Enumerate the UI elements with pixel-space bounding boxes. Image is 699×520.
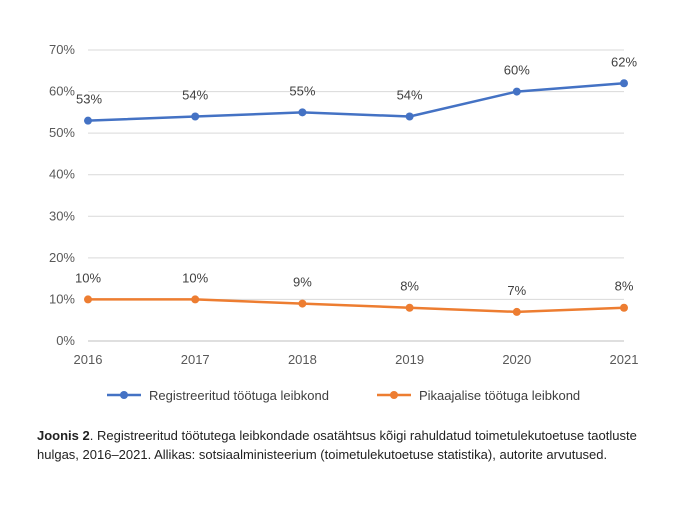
data-label: 54% [182,88,208,103]
x-axis: 2016 2017 2018 2019 2020 2021 [74,352,639,367]
data-label: 7% [507,283,526,298]
data-label: 55% [289,83,315,98]
line-chart: 0%10%20%30%40%50%60%70% 2016 2017 2018 2019… [49,42,639,403]
x-tick-label: 2016 [74,352,103,367]
data-label: 10% [75,270,101,285]
data-point [191,295,200,304]
legend-label: Pikaajalise töötuga leibkond [419,388,580,403]
grid-lines [88,49,624,342]
y-tick-label: 40% [49,167,75,182]
data-point [191,112,200,121]
y-axis: 0% 10% 20% 30% 40% 50% 60% 70% [49,42,75,348]
data-label: 62% [611,54,637,69]
series-line [88,298,625,314]
y-tick-label: 70% [49,42,75,57]
data-point [620,303,628,312]
y-tick-label: 50% [49,125,75,140]
caption-text: . Registreeritud töötutega leibkondade o… [37,428,637,462]
data-point [84,295,92,304]
y-tick-label: 30% [49,208,75,223]
data-label: 8% [615,279,634,294]
data-point [298,108,307,117]
y-tick-label: 0% [56,333,75,348]
figure-caption: Joonis 2. Registreeritud töötutega leibk… [37,426,657,464]
legend-marker [390,391,398,399]
data-label: 10% [182,270,208,285]
x-tick-label: 2020 [502,352,531,367]
legend: Registreeritud töötuga leibkond Pikaajali… [107,388,580,403]
x-tick-label: 2018 [288,352,317,367]
legend-marker [120,391,128,399]
series-line [87,82,625,122]
data-point [620,79,628,88]
series-lines: 53% 54% 55% 54% 60% 62% 10% 10% 9% 8% 7% 8% [75,54,637,316]
data-point [405,303,414,312]
legend-label: Registreeritud töötuga leibkond [149,388,329,403]
data-point [512,307,521,316]
data-label: 9% [293,275,312,290]
data-label: 8% [400,279,419,294]
data-label: 60% [504,63,530,78]
x-tick-label: 2017 [181,352,210,367]
y-tick-label: 60% [49,84,75,99]
data-label: 54% [397,88,423,103]
x-tick-label: 2019 [395,352,424,367]
y-tick-label: 10% [49,291,75,306]
data-point [405,112,414,121]
y-tick-label: 20% [49,250,75,265]
x-tick-label: 2021 [610,352,639,367]
data-label: 53% [76,92,102,107]
data-point [298,299,307,308]
caption-label: Joonis 2 [37,428,90,443]
data-point [512,87,521,96]
data-point [84,116,92,125]
